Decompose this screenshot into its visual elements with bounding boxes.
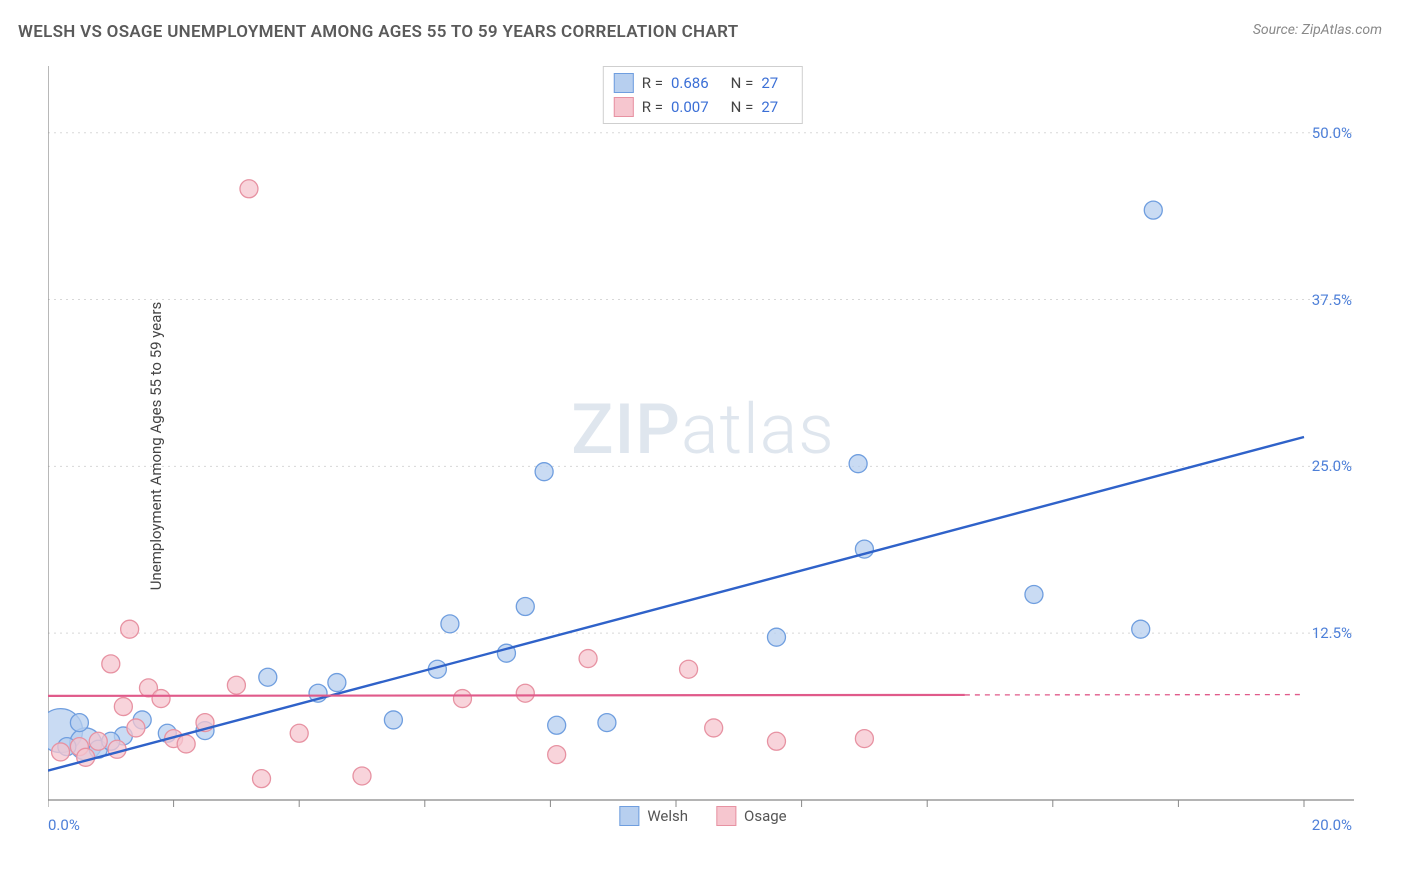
stats-row: R = 0.007 N = 27 xyxy=(614,95,792,119)
series-legend: Welsh Osage xyxy=(619,806,786,826)
n-value: 27 xyxy=(761,98,778,116)
chart-title: WELSH VS OSAGE UNEMPLOYMENT AMONG AGES 5… xyxy=(18,22,739,42)
n-label: N = xyxy=(731,98,754,116)
plot-area: ZIPatlas 12.5%25.0%37.5%50.0% 0.0% 20.0%… xyxy=(48,60,1358,830)
y-axis-tick-label: 12.5% xyxy=(1312,624,1352,642)
correlation-stats-box: R = 0.686 N = 27 R = 0.007 N = 27 xyxy=(603,66,803,124)
y-axis-tick-label: 25.0% xyxy=(1312,457,1352,475)
scatter-svg xyxy=(48,60,1358,830)
r-label: R = xyxy=(642,98,663,116)
chart-container: WELSH VS OSAGE UNEMPLOYMENT AMONG AGES 5… xyxy=(0,0,1406,892)
source-attribution: Source: ZipAtlas.com xyxy=(1253,22,1382,38)
legend-item: Welsh xyxy=(619,806,688,826)
x-axis-max-label: 20.0% xyxy=(1312,816,1352,834)
legend-item: Osage xyxy=(716,806,787,826)
stats-swatch xyxy=(614,73,634,93)
y-axis-tick-label: 50.0% xyxy=(1312,124,1352,142)
n-label: N = xyxy=(731,74,754,92)
x-axis-min-label: 0.0% xyxy=(48,816,80,834)
legend-swatch xyxy=(619,806,639,826)
legend-swatch xyxy=(716,806,736,826)
stats-row: R = 0.686 N = 27 xyxy=(614,71,792,95)
n-value: 27 xyxy=(761,74,778,92)
legend-label: Welsh xyxy=(647,807,688,825)
legend-label: Osage xyxy=(744,807,787,825)
stats-swatch xyxy=(614,97,634,117)
r-value: 0.686 xyxy=(671,74,709,92)
r-value: 0.007 xyxy=(671,98,709,116)
y-axis-tick-label: 37.5% xyxy=(1312,291,1352,309)
r-label: R = xyxy=(642,74,663,92)
